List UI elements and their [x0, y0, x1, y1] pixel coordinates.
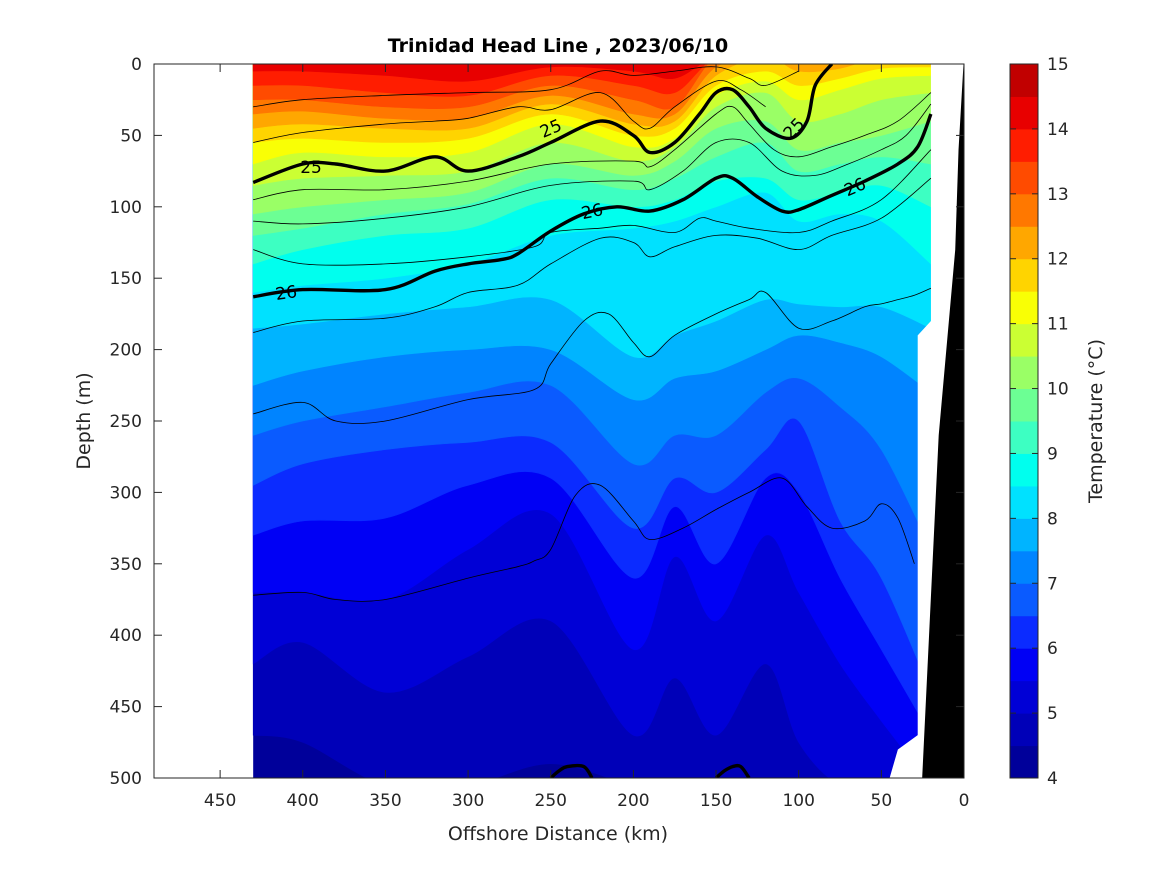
- colorbar-tick-label: 6: [1047, 639, 1058, 659]
- colorbar-swatch: [1010, 356, 1038, 390]
- colorbar-swatch: [1010, 193, 1038, 227]
- density-contour: [253, 103, 932, 225]
- colorbar-swatch: [1010, 745, 1038, 779]
- density-contour-bold: [252, 113, 933, 299]
- colorbar-swatch: [1010, 648, 1038, 682]
- colorbar-swatches: [1010, 64, 1038, 779]
- colorbar-swatch: [1010, 388, 1038, 422]
- density-contour-bold: [252, 64, 834, 185]
- colorbar-swatch: [1010, 550, 1038, 584]
- colorbar-label: Temperature (°C): [1085, 339, 1107, 504]
- colorbar-tick-label: 10: [1047, 380, 1069, 400]
- colorbar-tick-label: 9: [1047, 444, 1058, 464]
- colorbar-tick-label: 5: [1047, 704, 1058, 724]
- colorbar-swatch: [1010, 226, 1038, 260]
- contour-label-group: 26: [274, 282, 298, 305]
- bathymetry: [922, 64, 964, 778]
- contour-label: 26: [580, 200, 605, 224]
- x-axis-ticks: 450 400 350 300 250 200 150 100 50 0: [204, 64, 970, 811]
- x-tick-label: 0: [959, 791, 970, 811]
- density-contour-bold: [549, 763, 594, 778]
- density-contour: [253, 80, 766, 143]
- y-tick-label: 250: [110, 412, 142, 432]
- temperature-band-14: [252, 64, 702, 82]
- x-tick-label: 350: [369, 791, 401, 811]
- x-tick-label: 150: [700, 791, 732, 811]
- colorbar-tick-label: 12: [1047, 250, 1069, 270]
- y-axis-ticks: 0 50 100 150 200 250 300 350 400 450 500: [110, 55, 964, 789]
- y-tick-label: 150: [110, 269, 142, 289]
- colorbar-swatch: [1010, 615, 1038, 649]
- x-tick-label: 400: [287, 791, 319, 811]
- colorbar-swatch: [1010, 96, 1038, 130]
- density-contour: [253, 287, 932, 424]
- density-contour: [253, 92, 932, 201]
- density-contour: [253, 66, 799, 108]
- colorbar: 4 5 6 7 8 9 10 11 12 13 14 15 Temperature (°C): [1009, 55, 1107, 789]
- density-contour: [253, 477, 915, 602]
- colorbar-swatch: [1010, 291, 1038, 325]
- density-contour: [253, 177, 932, 333]
- colorbar-tick-label: 4: [1047, 769, 1058, 789]
- x-tick-label: 300: [452, 791, 484, 811]
- colorbar-swatch: [1010, 485, 1038, 519]
- colorbar-swatch: [1010, 258, 1038, 292]
- colorbar-swatch: [1010, 453, 1038, 487]
- y-tick-label: 0: [131, 55, 142, 75]
- chart-title: Trinidad Head Line , 2023/06/10: [388, 35, 728, 57]
- density-contour: [253, 149, 932, 266]
- x-tick-label: 450: [204, 791, 236, 811]
- y-tick-label: 100: [110, 198, 142, 218]
- density-contours: [252, 64, 933, 778]
- colorbar-swatch: [1010, 128, 1038, 162]
- colorbar-swatch: [1010, 713, 1038, 747]
- colorbar-swatch: [1010, 583, 1038, 617]
- contour-label: 26: [274, 282, 298, 305]
- colorbar-swatch: [1010, 323, 1038, 357]
- colorbar-ticks: 4 5 6 7 8 9 10 11 12 13 14 15: [1010, 55, 1069, 789]
- y-tick-label: 450: [110, 698, 142, 718]
- colorbar-tick-label: 13: [1047, 185, 1069, 205]
- x-tick-label: 50: [871, 791, 893, 811]
- x-tick-label: 100: [782, 791, 814, 811]
- y-tick-label: 400: [110, 626, 142, 646]
- colorbar-frame: [1009, 63, 1039, 779]
- contour-label-group: 26: [580, 200, 605, 224]
- y-tick-label: 350: [110, 555, 142, 575]
- contour-label-group: 25: [300, 158, 322, 178]
- colorbar-swatch: [1010, 161, 1038, 195]
- x-tick-label: 200: [617, 791, 649, 811]
- colorbar-tick-label: 11: [1047, 315, 1069, 335]
- colorbar-swatch: [1010, 680, 1038, 714]
- density-contour-bold: [714, 763, 751, 778]
- y-tick-label: 200: [110, 341, 142, 361]
- colorbar-swatch: [1010, 421, 1038, 454]
- colorbar-tick-label: 14: [1047, 120, 1069, 140]
- x-axis-label: Offshore Distance (km): [448, 823, 668, 845]
- colorbar-tick-label: 8: [1047, 509, 1058, 529]
- temperature-fill: [252, 64, 932, 778]
- colorbar-swatch: [1010, 64, 1038, 97]
- colorbar-tick-label: 7: [1047, 574, 1058, 594]
- contour-label: 25: [300, 158, 322, 178]
- y-tick-label: 500: [110, 769, 142, 789]
- y-axis-label: Depth (m): [73, 372, 95, 469]
- seafloor-bathymetry: [922, 64, 964, 778]
- colorbar-swatch: [1010, 518, 1038, 552]
- y-tick-label: 50: [120, 126, 142, 146]
- colorbar-tick-label: 15: [1047, 55, 1069, 75]
- y-tick-label: 300: [110, 483, 142, 503]
- x-tick-label: 250: [535, 791, 567, 811]
